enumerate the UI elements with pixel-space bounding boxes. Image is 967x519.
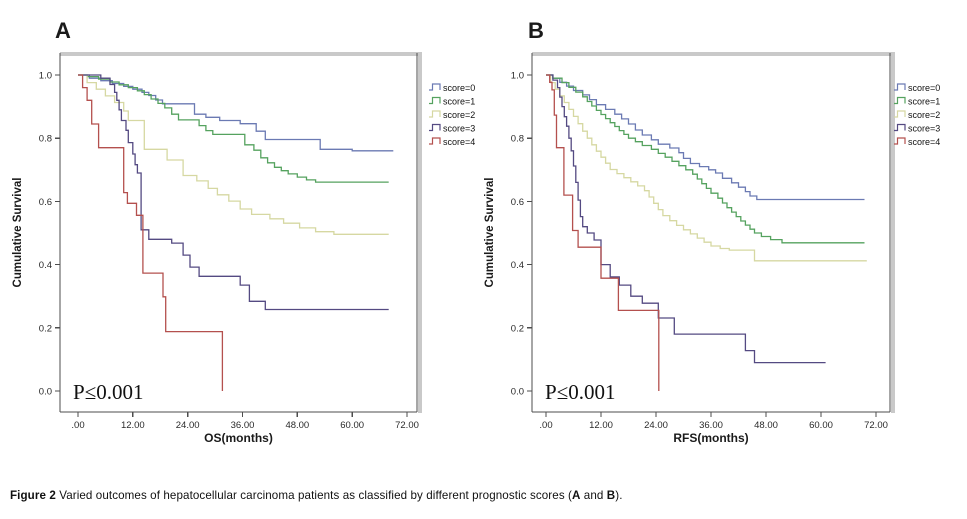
panel-label-A: A [55, 18, 71, 43]
y-tick-label: 0.8 [39, 134, 52, 145]
survival-curve-score=2-panel-A [78, 74, 389, 235]
panel-A: 0.0 0.2 0.4 0.6 0.8 1.0 .00 12.00 24.00 36.00 48.0… [12, 18, 475, 445]
legend-key-icon [429, 110, 441, 118]
legend-key-icon [429, 83, 441, 91]
x-tick-label: 72.00 [864, 420, 888, 431]
legend-key-icon [429, 96, 441, 105]
plot-area [532, 53, 890, 412]
x-axis-title: RFS(months) [673, 431, 748, 445]
survival-curve-score=3-panel-A [78, 74, 389, 311]
x-tick-label: 24.00 [644, 420, 668, 431]
y-tick-label: 0.2 [511, 323, 524, 334]
survival-curve-score=4-panel-B [546, 74, 660, 391]
survival-curve-score=3-panel-B [546, 74, 826, 364]
y-tick-label: 0.4 [39, 260, 52, 271]
panel-label-B: B [528, 18, 544, 43]
survival-curve-score=2-panel-B [546, 74, 867, 262]
x-tick-label: 36.00 [231, 420, 255, 431]
legend-label-score=4: score=4 [443, 137, 475, 147]
panel-B: 0.0 0.2 0.4 0.6 0.8 1.0 .00 12.00 24.00 36.00 48.0… [484, 18, 940, 445]
legend-label-score=1: score=1 [908, 97, 940, 107]
y-tick-label: 0.6 [511, 197, 524, 208]
x-tick-label: 72.00 [395, 420, 419, 431]
y-tick-label: 0.2 [39, 323, 52, 334]
x-tick-label: .00 [71, 420, 84, 431]
survival-curve-score=0-panel-A [78, 74, 394, 152]
x-tick-label: 48.00 [754, 420, 778, 431]
legend-label-score=3: score=3 [443, 124, 475, 134]
plot-area [60, 53, 417, 412]
legend-label-score=2: score=2 [443, 110, 475, 120]
x-tick-label: 12.00 [121, 420, 145, 431]
y-tick-label: 1.0 [39, 71, 52, 82]
x-tick-label: 24.00 [176, 420, 200, 431]
survival-curve-score=1-panel-B [546, 74, 865, 244]
frame-right-band [418, 52, 422, 413]
y-tick-label: 0.4 [511, 260, 524, 271]
legend-key-icon [894, 137, 906, 145]
legend-label-score=4: score=4 [908, 137, 940, 147]
x-tick-label: .00 [539, 420, 552, 431]
legend-key-icon [894, 83, 906, 91]
legend-key-icon [429, 137, 441, 145]
y-tick-label: 0.0 [511, 387, 524, 398]
legend-label-score=2: score=2 [908, 110, 940, 120]
caption-figure-label: Figure 2 [10, 488, 56, 502]
legend-key-icon [429, 123, 441, 132]
figure-caption: Figure 2 Varied outcomes of hepatocellul… [10, 489, 955, 502]
caption-close: ). [615, 488, 623, 502]
y-tick-label: 0.8 [511, 134, 524, 145]
x-tick-label: 60.00 [340, 420, 364, 431]
legend-panel-A: score=0 score=1 score=2 score=3 score=4 [429, 83, 475, 147]
y-tick-label: 0.6 [39, 197, 52, 208]
legend-panel-B: score=0 score=1 score=2 score=3 score=4 [894, 83, 940, 147]
frame-right-band [891, 52, 895, 413]
x-tick-label: 12.00 [589, 420, 613, 431]
caption-panel-a-ref: A [572, 488, 581, 502]
caption-panel-b-ref: B [606, 488, 616, 502]
x-axis-title: OS(months) [204, 431, 273, 445]
survival-curve-score=1-panel-A [78, 74, 389, 183]
frame-top-band [532, 52, 895, 56]
x-tick-label: 60.00 [809, 420, 833, 431]
frame-top-band [60, 52, 422, 56]
legend-label-score=3: score=3 [908, 124, 940, 134]
x-tick-label: 48.00 [285, 420, 309, 431]
legend-label-score=0: score=0 [443, 83, 475, 93]
y-tick-label: 0.0 [39, 387, 52, 398]
legend-key-icon [894, 110, 906, 118]
p-value-annotation: P≤0.001 [545, 380, 615, 404]
survival-curve-score=4-panel-A [78, 74, 224, 391]
survival-charts: 0.0 0.2 0.4 0.6 0.8 1.0 .00 12.00 24.00 36.00 48.0… [12, 18, 940, 445]
caption-and: and [580, 488, 607, 502]
legend-label-score=0: score=0 [908, 83, 940, 93]
legend-key-icon [894, 96, 906, 105]
y-axis-title: Cumulative Survival [12, 178, 24, 288]
legend-label-score=1: score=1 [443, 97, 475, 107]
y-axis-title: Cumulative Survival [484, 178, 496, 288]
p-value-annotation: P≤0.001 [73, 380, 143, 404]
plot-frame [59, 53, 418, 413]
legend-key-icon [894, 123, 906, 132]
x-tick-label: 36.00 [699, 420, 723, 431]
y-tick-label: 1.0 [511, 71, 524, 82]
caption-text: Varied outcomes of hepatocellular carcin… [55, 488, 572, 502]
